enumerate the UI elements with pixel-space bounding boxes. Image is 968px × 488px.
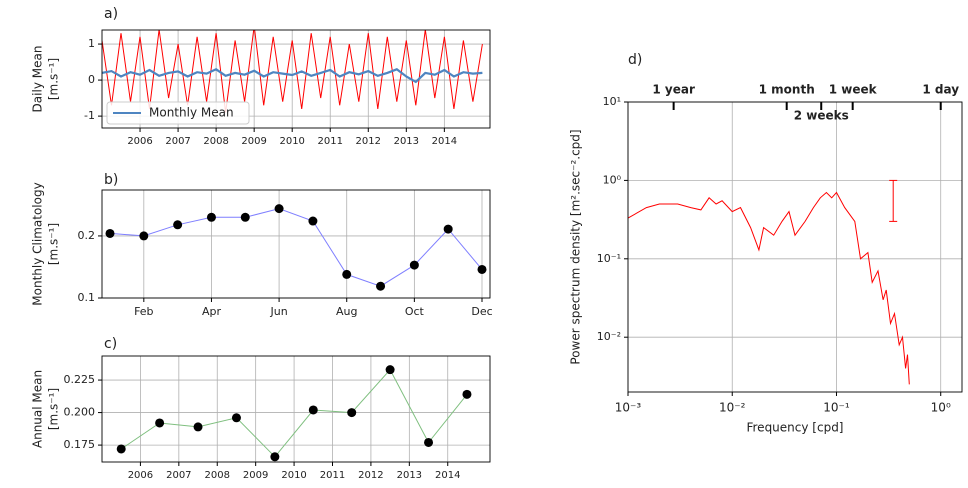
y-axis-label: Monthly Climatology: [31, 182, 45, 305]
legend-box: [106, 101, 250, 125]
x-tick-label: 2007: [166, 470, 191, 481]
x-tick-label: 2008: [203, 136, 228, 147]
x-tick-label: Apr: [202, 305, 222, 318]
top-tick-label: 1 year: [652, 83, 695, 97]
y-tick-label: 1: [88, 37, 95, 50]
y-axis-label: [m.s⁻¹]: [47, 388, 61, 430]
x-tick-label: 2010: [279, 136, 304, 147]
x-tick-label: 2011: [318, 136, 343, 147]
x-tick-label: Oct: [405, 305, 425, 318]
marker: [443, 224, 453, 234]
marker: [274, 204, 284, 214]
y-tick-label: 0.2: [78, 229, 96, 242]
marker: [173, 220, 183, 230]
marker: [240, 212, 250, 222]
panel-title: a): [104, 6, 118, 22]
top-tick-label: 2 weeks: [794, 109, 849, 123]
marker: [231, 413, 241, 423]
x-tick-label: 2013: [397, 470, 422, 481]
x-tick-label: 2006: [127, 136, 152, 147]
x-tick-label: 2012: [358, 470, 383, 481]
marker: [462, 389, 472, 399]
marker: [477, 264, 487, 274]
marker: [206, 212, 216, 222]
x-tick-label: Jun: [269, 305, 287, 318]
y-tick-label: 0.175: [64, 438, 96, 451]
y-tick-label: 0: [88, 73, 95, 86]
y-tick-label: 0.1: [78, 291, 96, 304]
x-tick-label: 10⁻²: [719, 401, 746, 415]
marker: [385, 365, 395, 375]
plot-frame: [627, 101, 963, 393]
marker: [409, 260, 419, 270]
plot-frame: [101, 355, 491, 463]
x-tick-label: 2007: [165, 136, 190, 147]
marker: [424, 437, 434, 447]
x-tick-label: Dec: [471, 305, 492, 318]
y-tick-label: 10⁻²: [597, 330, 621, 343]
x-tick-label: 2009: [241, 136, 266, 147]
marker: [308, 405, 318, 415]
panel-title: b): [104, 172, 118, 188]
y-tick-label: 10¹: [603, 95, 621, 108]
x-axis-label: Frequency [cpd]: [746, 421, 843, 435]
marker: [116, 444, 126, 454]
marker: [308, 216, 318, 226]
y-axis-label: Daily Mean: [31, 46, 45, 113]
x-tick-label: Aug: [336, 305, 357, 318]
x-tick-label: 10⁻³: [615, 401, 642, 415]
series-line: [109, 208, 483, 287]
x-tick-label: 2006: [128, 470, 153, 481]
marker: [155, 418, 165, 428]
marker: [139, 231, 149, 241]
marker: [270, 452, 280, 462]
x-tick-label: 2013: [394, 136, 419, 147]
top-tick-label: 1 week: [829, 83, 878, 97]
x-tick-label: 2011: [320, 470, 345, 481]
y-tick-label: 10⁰: [603, 173, 622, 186]
y-axis-label: [m.s⁻¹]: [47, 58, 61, 100]
y-tick-label: 0.225: [64, 373, 96, 386]
x-tick-label: 2009: [243, 470, 268, 481]
marker: [105, 228, 115, 238]
x-tick-label: Feb: [134, 305, 153, 318]
y-tick-label: -1: [84, 109, 95, 122]
y-axis-label: Power spectrum density [m².sec⁻².cpd]: [569, 129, 583, 364]
panel-title: d): [628, 52, 642, 68]
marker: [376, 281, 386, 291]
series-line: [628, 191, 910, 385]
y-axis-label: [m.s⁻¹]: [47, 223, 61, 265]
marker: [193, 422, 203, 432]
plot-frame: [101, 29, 491, 129]
plot-frame: [101, 189, 491, 299]
top-tick-label: 1 month: [759, 83, 815, 97]
x-tick-label: 2008: [205, 470, 230, 481]
series-line: [102, 68, 483, 84]
x-tick-label: 2010: [281, 470, 306, 481]
marker: [347, 408, 357, 418]
y-axis-label: Annual Mean: [31, 370, 45, 448]
legend-label: Monthly Mean: [149, 106, 234, 120]
series-line: [120, 368, 468, 458]
x-tick-label: 2014: [435, 470, 460, 481]
x-tick-label: 10⁻¹: [823, 401, 850, 415]
x-tick-label: 2012: [356, 136, 381, 147]
x-tick-label: 2014: [432, 136, 457, 147]
y-tick-label: 0.200: [64, 406, 96, 419]
x-tick-label: 10⁰: [931, 401, 951, 415]
panel-title: c): [104, 336, 117, 352]
y-tick-label: 10⁻¹: [597, 252, 621, 265]
top-tick-label: 1 day: [922, 83, 959, 97]
marker: [342, 269, 352, 279]
